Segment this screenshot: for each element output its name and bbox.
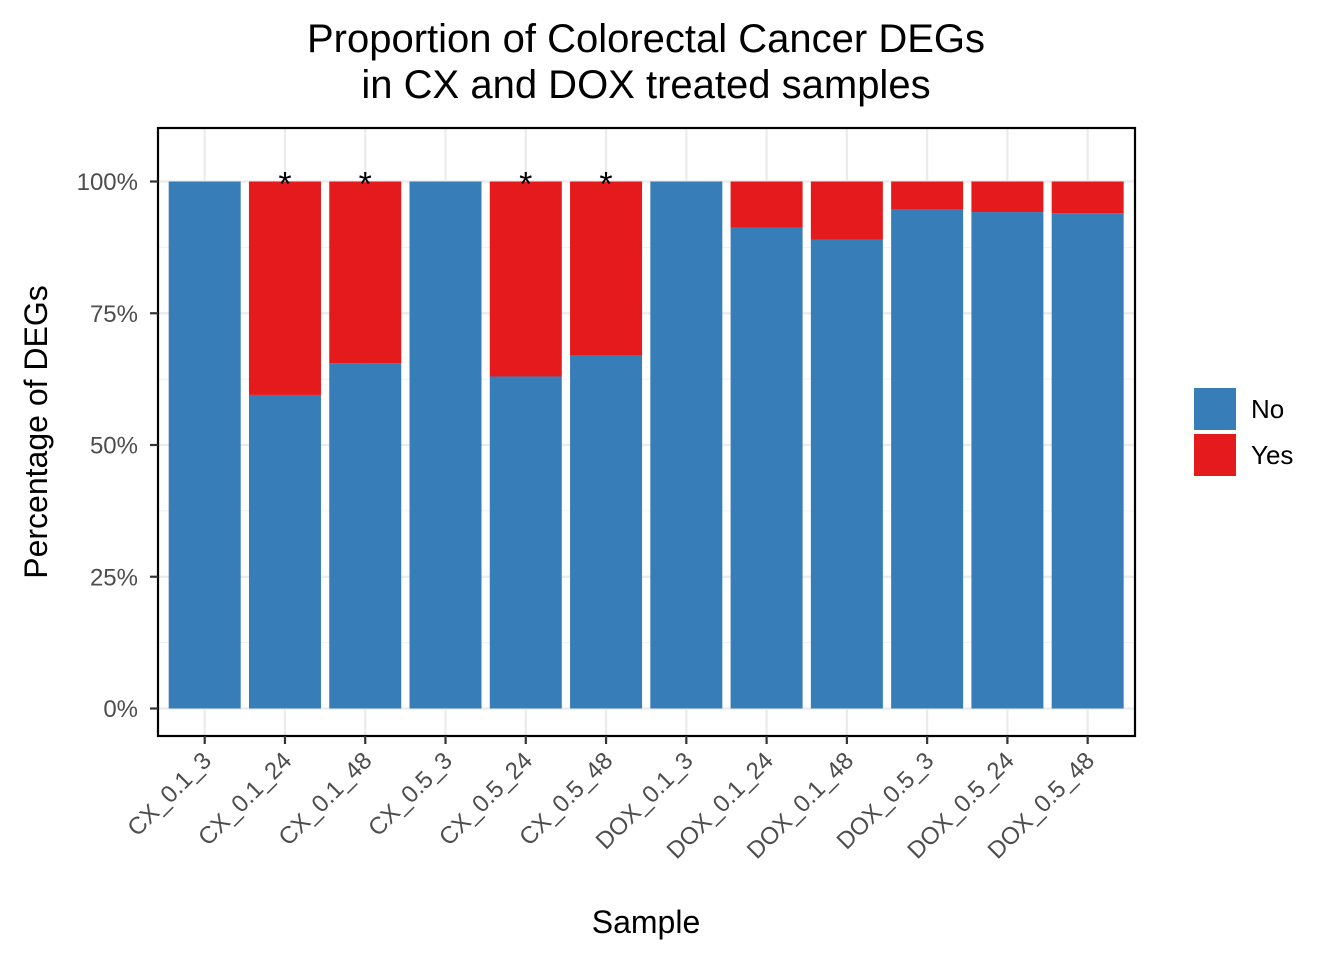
legend-label-yes: Yes xyxy=(1251,440,1293,470)
significance-marker: * xyxy=(359,166,372,204)
bar-segment-no xyxy=(248,394,321,709)
x-axis-title: Sample xyxy=(592,904,701,940)
bar-segment-yes xyxy=(329,181,402,364)
bar-segment-yes xyxy=(1051,181,1124,214)
bar-segment-no xyxy=(168,181,241,709)
chart-title-line-1: Proportion of Colorectal Cancer DEGs xyxy=(307,17,985,61)
bar-segment-no xyxy=(1051,213,1124,709)
bar-segment-no xyxy=(810,239,883,709)
bar-segment-no xyxy=(489,376,562,709)
x-axis: CX_0.1_3CX_0.1_24CX_0.1_48CX_0.5_3CX_0.5… xyxy=(122,736,1100,864)
legend-label-no: No xyxy=(1251,394,1284,424)
significance-marker: * xyxy=(278,166,291,204)
bar-segment-yes xyxy=(730,181,803,228)
y-axis: 0% 25% 50% 75% 100% xyxy=(77,169,158,723)
bar-segment-no xyxy=(409,181,482,709)
legend-key-yes xyxy=(1194,434,1236,476)
y-tick-label: 25% xyxy=(90,564,138,591)
bar-segment-yes xyxy=(810,181,883,240)
y-axis-title: Percentage of DEGs xyxy=(18,285,54,578)
y-tick-label: 75% xyxy=(90,301,138,328)
y-tick-label: 0% xyxy=(103,696,138,723)
bar-segment-no xyxy=(730,227,803,709)
bar-segment-no xyxy=(650,181,723,709)
y-tick-label: 100% xyxy=(77,169,138,196)
significance-marker: * xyxy=(519,166,532,204)
bar-segment-no xyxy=(891,209,964,709)
bar-segment-no xyxy=(570,355,643,709)
bar-segment-yes xyxy=(891,181,964,210)
significance-marker: * xyxy=(599,166,612,204)
bar-segment-yes xyxy=(248,181,321,395)
panel-border xyxy=(156,126,1137,738)
y-tick-label: 50% xyxy=(90,433,138,460)
bar-segment-yes xyxy=(971,181,1044,213)
bar-segment-no xyxy=(971,212,1044,709)
chart-title-line-2: in CX and DOX treated samples xyxy=(361,63,930,107)
bar-segment-yes xyxy=(570,181,643,356)
bar-segment-yes xyxy=(489,181,562,377)
legend-key-no xyxy=(1194,388,1236,430)
significance-annotations: * * * * xyxy=(278,166,612,204)
bars xyxy=(168,181,1124,709)
bar-segment-no xyxy=(329,363,402,709)
legend: No Yes xyxy=(1194,388,1293,476)
